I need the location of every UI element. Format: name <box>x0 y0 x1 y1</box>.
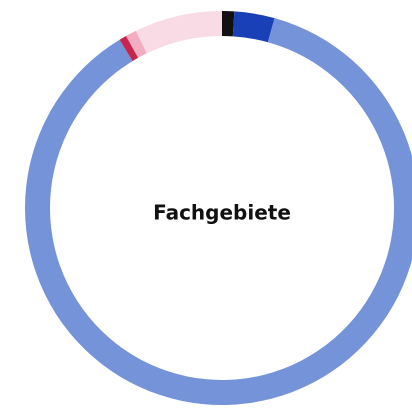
donut-segment <box>135 11 222 54</box>
donut-segment <box>232 11 275 43</box>
donut-segment <box>119 35 139 62</box>
donut-ring <box>25 11 412 405</box>
donut-segment <box>222 11 235 37</box>
donut-segment <box>126 30 147 58</box>
chart-title: Fachgebiete <box>153 201 291 225</box>
